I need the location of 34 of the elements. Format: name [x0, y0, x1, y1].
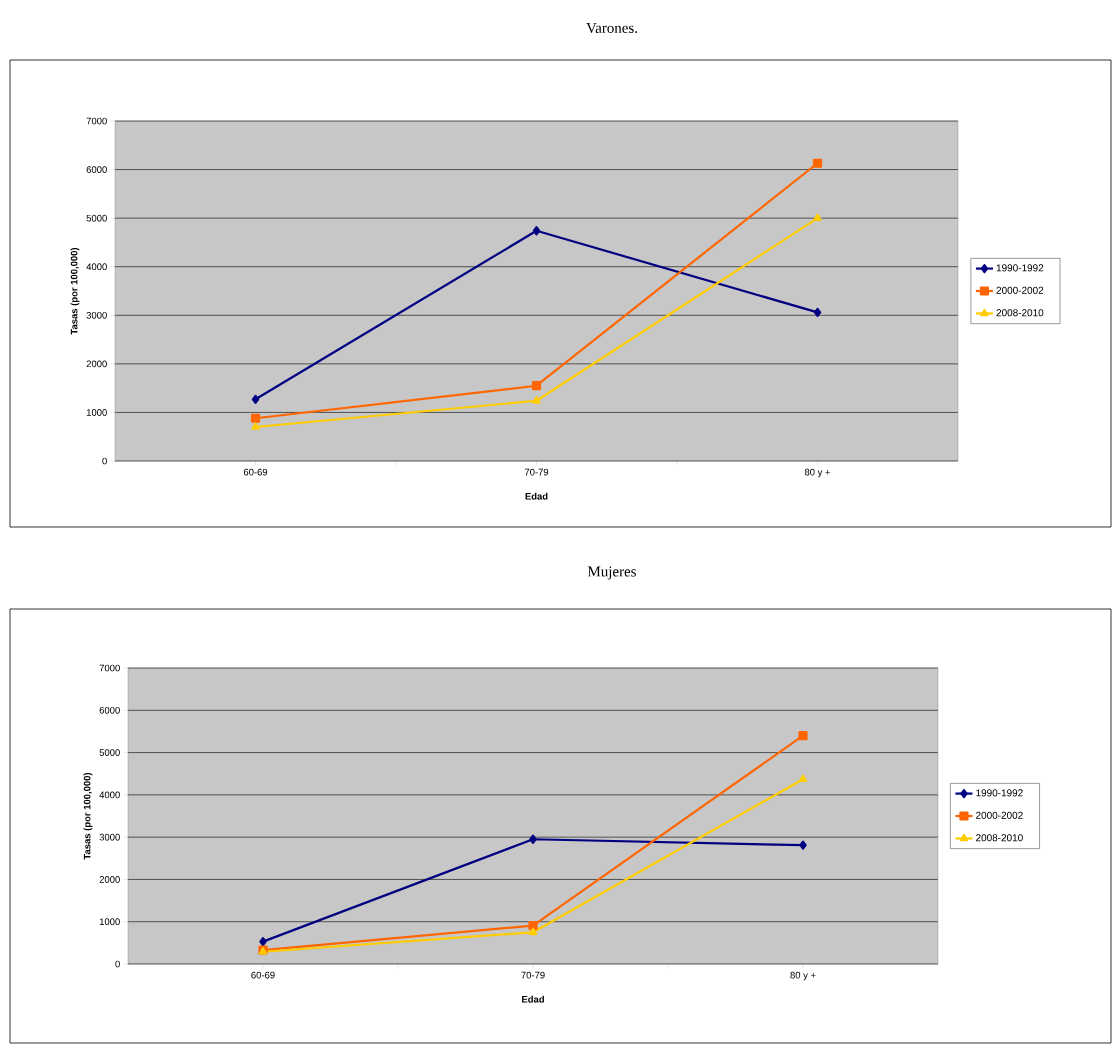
y-axis-title: Tasas (por 100,000)	[83, 772, 93, 860]
x-axis-title: Edad	[522, 995, 544, 1003]
chart-title: Mujeres	[587, 566, 636, 580]
y-tick-label: 5000	[86, 214, 107, 222]
legend-label: 2008-2010	[976, 834, 1023, 842]
legend-label: 2008-2010	[996, 309, 1044, 317]
y-tick-label: 6000	[99, 706, 120, 714]
y-tick-label: 0	[115, 960, 120, 968]
y-tick-label: 6000	[86, 166, 107, 173]
legend-label: 2000-2002	[996, 286, 1044, 294]
x-tick-label: 60-69	[251, 971, 275, 979]
y-tick-label: 3000	[86, 311, 107, 319]
x-tick-label: 80 y +	[804, 468, 831, 478]
legend-label: 2000-2002	[976, 811, 1023, 819]
x-axis-title: Edad	[525, 492, 548, 500]
y-tick-label: 7000	[99, 664, 120, 672]
x-tick-label: 60-69	[243, 468, 268, 476]
y-tick-label: 4000	[86, 263, 107, 271]
y-tick-label: 1000	[99, 918, 120, 926]
y-tick-label: 7000	[86, 117, 107, 125]
x-tick-label: 70-79	[521, 971, 545, 979]
y-tick-label: 4000	[99, 791, 120, 799]
y-tick-label: 2000	[99, 876, 120, 883]
y-tick-label: 0	[102, 457, 107, 465]
y-axis-title: Tasas (por 100,000)	[70, 247, 80, 335]
y-tick-label: 3000	[99, 833, 120, 841]
y-tick-label: 2000	[86, 360, 107, 368]
x-tick-label: 80 y +	[790, 971, 816, 981]
legend-label: 1990-1992	[996, 264, 1044, 272]
chart-title: Varones.	[586, 23, 637, 33]
legend-label: 1990-1992	[976, 789, 1023, 797]
x-tick-label: 70-79	[524, 468, 549, 476]
y-tick-label: 5000	[99, 749, 120, 756]
y-tick-label: 1000	[86, 409, 107, 416]
